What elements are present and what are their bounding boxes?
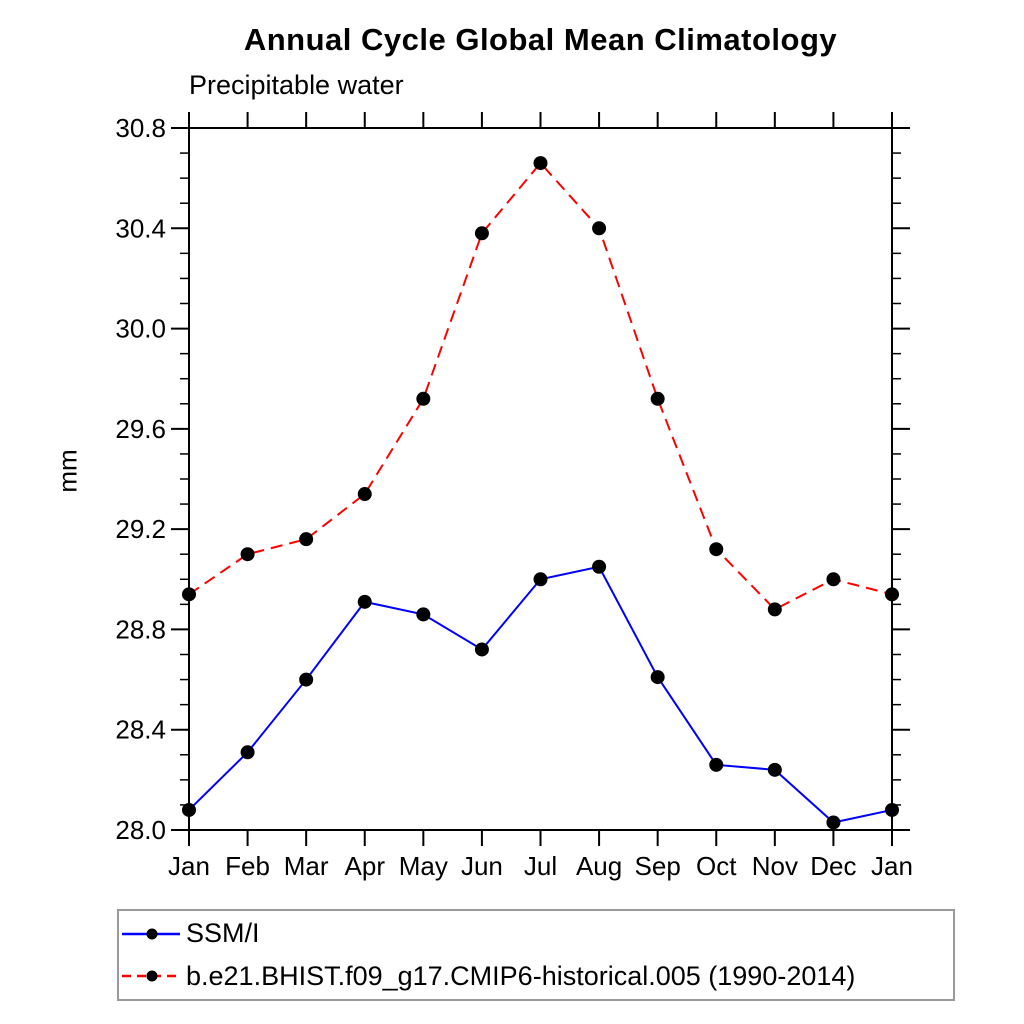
- chart-title: Annual Cycle Global Mean Climatology: [243, 22, 838, 57]
- x-tick-label: May: [399, 851, 448, 881]
- chart-subtitle: Precipitable water: [189, 70, 404, 100]
- y-tick-label: 30.0: [115, 314, 166, 344]
- legend-item-ssmi: SSM/I: [119, 914, 953, 954]
- legend-sample-solid-line-icon: [122, 928, 180, 940]
- data-point-s0-3: [357, 594, 372, 609]
- x-tick-label: Jan: [871, 851, 913, 881]
- y-tick-label: 29.2: [115, 514, 166, 544]
- x-tick-label: Aug: [576, 851, 622, 881]
- x-tick-label: Dec: [810, 851, 856, 881]
- data-point-s1-6: [533, 156, 548, 171]
- data-point-s1-11: [826, 572, 841, 587]
- series-line-1: [188, 161, 893, 611]
- legend-sample-dashed-line-icon: [122, 970, 180, 982]
- x-tick-label: Jun: [461, 851, 503, 881]
- data-point-s1-9: [709, 542, 724, 557]
- y-tick-label: 30.8: [115, 113, 166, 143]
- x-tick-label: Nov: [752, 851, 798, 881]
- data-point-s1-8: [650, 391, 665, 406]
- legend-label-model: b.e21.BHIST.f09_g17.CMIP6-historical.005…: [186, 960, 856, 991]
- x-tick-label: Mar: [284, 851, 329, 881]
- data-point-s0-2: [299, 672, 314, 687]
- legend: SSM/I b.e21.BHIST.f09_g17.CMIP6-historic…: [117, 909, 955, 1001]
- plot-frame: [188, 127, 893, 831]
- data-point-s0-4: [416, 607, 431, 622]
- data-point-s0-8: [650, 670, 665, 685]
- y-tick-label: 29.6: [115, 414, 166, 444]
- data-point-s1-10: [767, 602, 782, 617]
- y-tick-label: 28.0: [115, 815, 166, 845]
- data-point-s0-6: [533, 572, 548, 587]
- data-point-s0-10: [767, 762, 782, 777]
- data-point-s1-4: [416, 391, 431, 406]
- data-point-s0-7: [592, 559, 607, 574]
- data-point-s1-3: [357, 487, 372, 502]
- x-tick-label: Apr: [345, 851, 386, 881]
- y-tick-label: 30.4: [115, 213, 166, 243]
- x-tick-label: Jul: [524, 851, 557, 881]
- x-tick-label: Oct: [696, 851, 737, 881]
- data-point-s1-5: [474, 226, 489, 241]
- legend-label-ssmi: SSM/I: [186, 918, 260, 949]
- data-point-s1-1: [240, 547, 255, 562]
- data-point-s0-9: [709, 757, 724, 772]
- data-point-s0-5: [474, 642, 489, 657]
- x-tick-label: Jan: [168, 851, 210, 881]
- series-line-0: [188, 565, 893, 824]
- y-tick-label: 28.8: [115, 614, 166, 644]
- x-tick-label: Feb: [225, 851, 270, 881]
- data-point-s1-2: [299, 532, 314, 547]
- data-point-s0-1: [240, 745, 255, 760]
- legend-item-model: b.e21.BHIST.f09_g17.CMIP6-historical.005…: [119, 956, 953, 996]
- y-tick-label: 28.4: [115, 715, 166, 745]
- data-point-s0-11: [826, 815, 841, 830]
- x-tick-label: Sep: [635, 851, 681, 881]
- data-point-s1-7: [592, 221, 607, 236]
